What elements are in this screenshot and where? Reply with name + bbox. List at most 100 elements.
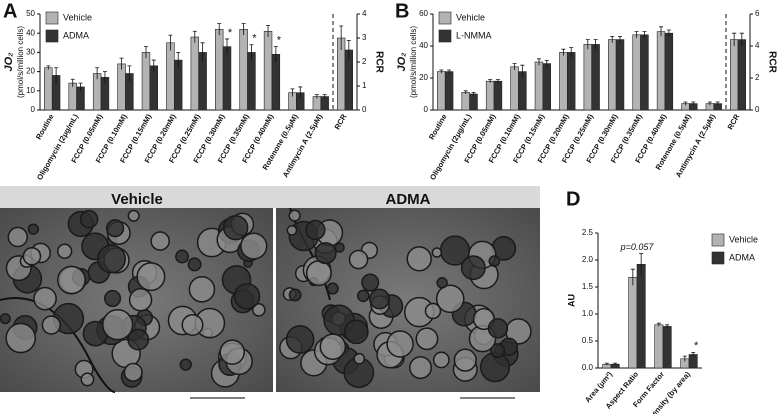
y-tick-label: 0.0 [582, 363, 594, 372]
y-tick-label: 50 [26, 9, 35, 18]
bar [628, 276, 638, 369]
error-bar [322, 94, 327, 99]
texture [219, 339, 245, 365]
bar [608, 39, 617, 111]
error-bar [78, 82, 83, 91]
y2-tick-label: 4 [362, 9, 367, 18]
y2-tick-label: 4 [755, 41, 760, 50]
texture [123, 362, 143, 382]
caption-strip [0, 392, 540, 402]
error-bar [151, 59, 156, 72]
bar [632, 34, 641, 111]
texture [286, 225, 298, 236]
legend-label: L-NMMA [456, 30, 492, 40]
texture [5, 322, 36, 354]
texture [343, 319, 369, 345]
y2-tick-label: 2 [362, 57, 367, 66]
texture [179, 358, 192, 371]
y-tick-label: 1.5 [582, 282, 594, 291]
bar [141, 52, 151, 111]
error-bar [659, 26, 664, 37]
y-tick-label: 1.0 [582, 309, 594, 318]
error-bar [639, 253, 644, 276]
error-bar [561, 48, 566, 56]
annotation: * [277, 35, 282, 47]
legend-swatch [711, 233, 725, 247]
bar [640, 34, 649, 111]
texture [490, 343, 506, 359]
error-bar [290, 88, 295, 97]
annotation: p=0.057 [620, 242, 655, 252]
error-bar [665, 324, 670, 329]
panel-label: A [3, 0, 17, 22]
x-tick-label: RCR [333, 112, 349, 131]
bar [737, 39, 746, 111]
y-tick-label: 40 [26, 28, 35, 37]
bar [190, 36, 200, 111]
y-axis-unit: (pmol/s/million cells) [409, 26, 418, 98]
bar [149, 65, 158, 111]
y-tick-label: 20 [26, 67, 35, 76]
texture [57, 265, 86, 295]
y-axis-label: JO₂ [3, 53, 15, 72]
error-bar [119, 57, 124, 70]
texture [415, 327, 439, 351]
bar [510, 66, 519, 111]
bar [656, 31, 666, 111]
legend-swatch [45, 29, 59, 43]
texture [33, 286, 57, 311]
bar [271, 54, 281, 111]
texture [101, 309, 134, 341]
x-tick-label: RCR [726, 112, 742, 131]
error-bar [339, 25, 344, 50]
image-label: ADMA [386, 191, 431, 208]
texture [334, 242, 345, 253]
error-bar [102, 71, 107, 84]
error-bar [249, 44, 254, 61]
legend-label: Vehicle [729, 234, 758, 244]
bar [730, 39, 739, 111]
texture [233, 283, 261, 310]
bar [437, 71, 446, 111]
error-bar [495, 79, 500, 83]
annotation: * [252, 33, 257, 45]
error-bar [314, 94, 319, 99]
texture [150, 231, 170, 251]
error-bar [630, 268, 635, 286]
texture [432, 351, 450, 369]
membrane [0, 297, 116, 393]
y2-tick-label: 2 [755, 73, 760, 82]
y-tick-label: 40 [419, 41, 428, 50]
error-bar [691, 101, 696, 106]
y-tick-label: 10 [26, 86, 35, 95]
texture [128, 288, 153, 312]
error-bar [613, 362, 618, 366]
error-bar [634, 31, 639, 38]
texture [240, 232, 268, 260]
texture [326, 282, 339, 295]
error-bar [192, 30, 197, 43]
texture [453, 348, 477, 372]
error-bar [217, 23, 222, 36]
bar [215, 29, 224, 111]
texture [436, 277, 448, 289]
texture [305, 219, 326, 241]
error-bar [127, 65, 132, 82]
y-axis-unit: (pmol/s/million cells) [16, 26, 25, 98]
texture [319, 333, 347, 360]
texture [348, 249, 369, 270]
bar [542, 63, 551, 111]
y-axis-label: AU [566, 294, 576, 307]
texture [361, 273, 380, 292]
image-header [0, 186, 540, 208]
error-bar [610, 36, 615, 43]
error-bar [176, 52, 181, 68]
texture [285, 325, 315, 354]
error-bar [463, 90, 468, 94]
error-bar [656, 322, 661, 327]
legend-swatch [438, 11, 452, 25]
bar [166, 42, 175, 111]
error-bar [618, 36, 623, 43]
error-bar [512, 63, 517, 70]
texture [80, 372, 95, 387]
